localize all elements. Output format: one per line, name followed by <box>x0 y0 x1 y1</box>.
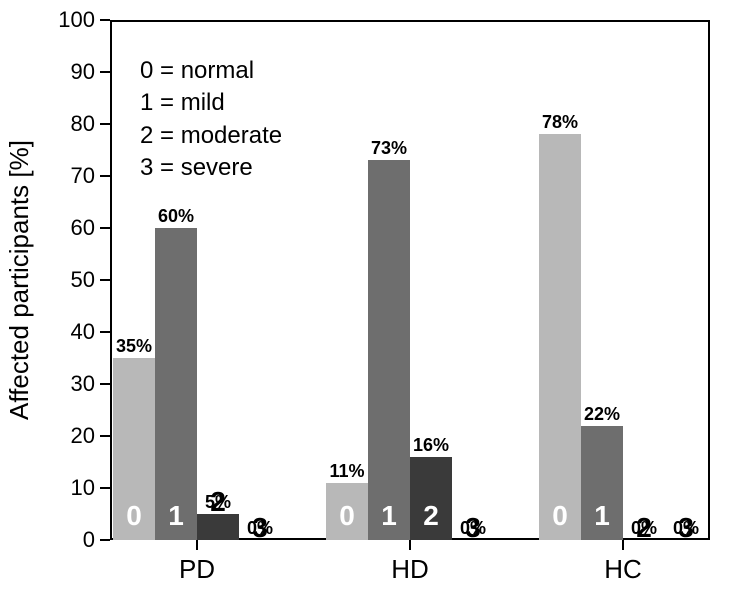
group-label: HC <box>604 554 642 585</box>
y-tick-label: 90 <box>50 59 95 85</box>
y-tick <box>100 175 110 177</box>
severity-digit: 1 <box>594 500 610 532</box>
y-axis-label: Affected participants [%] <box>4 140 35 420</box>
x-tick <box>196 540 198 550</box>
y-tick-label: 20 <box>50 423 95 449</box>
y-tick-label: 100 <box>50 7 95 33</box>
bar <box>539 134 581 540</box>
severity-digit: 1 <box>381 500 397 532</box>
group-label: HD <box>391 554 429 585</box>
y-tick <box>100 279 110 281</box>
severity-digit: 2 <box>210 486 226 518</box>
y-tick-label: 50 <box>50 267 95 293</box>
y-tick-label: 0 <box>50 527 95 553</box>
bar-value-label: 60% <box>158 206 194 227</box>
y-tick-label: 80 <box>50 111 95 137</box>
severity-digit: 0 <box>552 500 568 532</box>
y-tick <box>100 331 110 333</box>
legend: 0 = normal 1 = mild 2 = moderate 3 = sev… <box>140 55 282 185</box>
severity-digit: 3 <box>465 512 481 544</box>
bar <box>368 160 410 540</box>
y-tick <box>100 487 110 489</box>
y-tick <box>100 227 110 229</box>
severity-digit: 3 <box>252 512 268 544</box>
bar-value-label: 73% <box>371 138 407 159</box>
y-tick <box>100 539 110 541</box>
legend-line: 0 = normal <box>140 55 282 87</box>
bar <box>155 228 197 540</box>
severity-digit: 3 <box>678 512 694 544</box>
group-label: PD <box>179 554 215 585</box>
bar-value-label: 11% <box>329 461 364 482</box>
y-tick-label: 10 <box>50 475 95 501</box>
chart-figure: Affected participants [%] 0 = normal 1 =… <box>0 0 743 604</box>
severity-digit: 1 <box>168 500 184 532</box>
y-tick <box>100 19 110 21</box>
y-tick-label: 30 <box>50 371 95 397</box>
y-tick-label: 70 <box>50 163 95 189</box>
severity-digit: 0 <box>339 500 355 532</box>
severity-digit: 2 <box>636 512 652 544</box>
severity-digit: 0 <box>126 500 142 532</box>
bar-value-label: 16% <box>413 435 449 456</box>
y-tick <box>100 435 110 437</box>
y-tick <box>100 123 110 125</box>
legend-line: 3 = severe <box>140 152 282 184</box>
x-tick <box>409 540 411 550</box>
bar-value-label: 22% <box>584 404 620 425</box>
legend-line: 2 = moderate <box>140 120 282 152</box>
y-tick-label: 40 <box>50 319 95 345</box>
bar-value-label: 35% <box>116 336 152 357</box>
y-tick-label: 60 <box>50 215 95 241</box>
y-tick <box>100 71 110 73</box>
x-tick <box>622 540 624 550</box>
legend-line: 1 = mild <box>140 87 282 119</box>
bar-value-label: 78% <box>542 112 578 133</box>
severity-digit: 2 <box>423 500 439 532</box>
y-tick <box>100 383 110 385</box>
